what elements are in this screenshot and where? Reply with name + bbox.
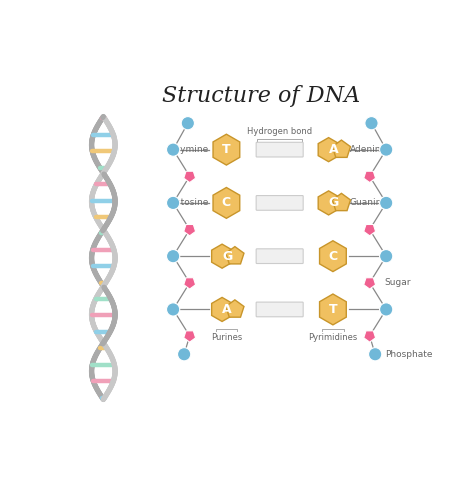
Text: Structure of DNA: Structure of DNA: [162, 86, 360, 108]
Polygon shape: [184, 278, 196, 289]
Polygon shape: [332, 140, 350, 158]
Text: Guanine: Guanine: [350, 198, 388, 207]
Circle shape: [166, 250, 180, 263]
Polygon shape: [364, 224, 375, 236]
Text: T: T: [222, 143, 231, 156]
FancyBboxPatch shape: [256, 142, 303, 157]
Circle shape: [166, 143, 180, 156]
Polygon shape: [332, 194, 350, 210]
Circle shape: [166, 303, 180, 316]
Polygon shape: [226, 246, 244, 264]
Text: T: T: [328, 303, 337, 316]
Circle shape: [380, 143, 393, 156]
Circle shape: [365, 116, 378, 130]
Polygon shape: [319, 294, 346, 325]
Text: Cytosine: Cytosine: [169, 198, 209, 207]
Polygon shape: [212, 298, 232, 322]
Text: Pyrimidines: Pyrimidines: [308, 333, 357, 342]
Polygon shape: [318, 191, 339, 215]
Polygon shape: [318, 138, 339, 162]
Text: C: C: [328, 250, 337, 262]
Polygon shape: [364, 331, 375, 342]
Polygon shape: [364, 171, 375, 182]
Text: G: G: [222, 250, 232, 262]
Text: Sugar: Sugar: [384, 278, 411, 287]
Text: Hydrogen bond: Hydrogen bond: [247, 128, 312, 136]
Polygon shape: [212, 244, 232, 268]
FancyBboxPatch shape: [256, 249, 303, 264]
Polygon shape: [184, 224, 196, 236]
Text: C: C: [222, 196, 231, 209]
Circle shape: [166, 196, 180, 209]
Text: A: A: [329, 143, 338, 156]
Polygon shape: [319, 240, 346, 272]
FancyBboxPatch shape: [256, 196, 303, 210]
Circle shape: [369, 348, 382, 361]
Circle shape: [380, 196, 393, 209]
Polygon shape: [364, 278, 375, 289]
Text: Adenine: Adenine: [350, 145, 387, 154]
Text: A: A: [222, 303, 232, 316]
Text: Phosphate: Phosphate: [385, 350, 432, 359]
Polygon shape: [184, 171, 196, 182]
Polygon shape: [184, 331, 196, 342]
Polygon shape: [226, 300, 244, 317]
Text: Thymine: Thymine: [169, 145, 209, 154]
Circle shape: [178, 348, 191, 361]
Circle shape: [181, 116, 194, 130]
Circle shape: [380, 303, 393, 316]
Polygon shape: [213, 188, 240, 218]
FancyBboxPatch shape: [256, 302, 303, 317]
Text: G: G: [328, 196, 339, 209]
Text: Purines: Purines: [211, 333, 242, 342]
Circle shape: [380, 250, 393, 263]
Polygon shape: [213, 134, 240, 165]
